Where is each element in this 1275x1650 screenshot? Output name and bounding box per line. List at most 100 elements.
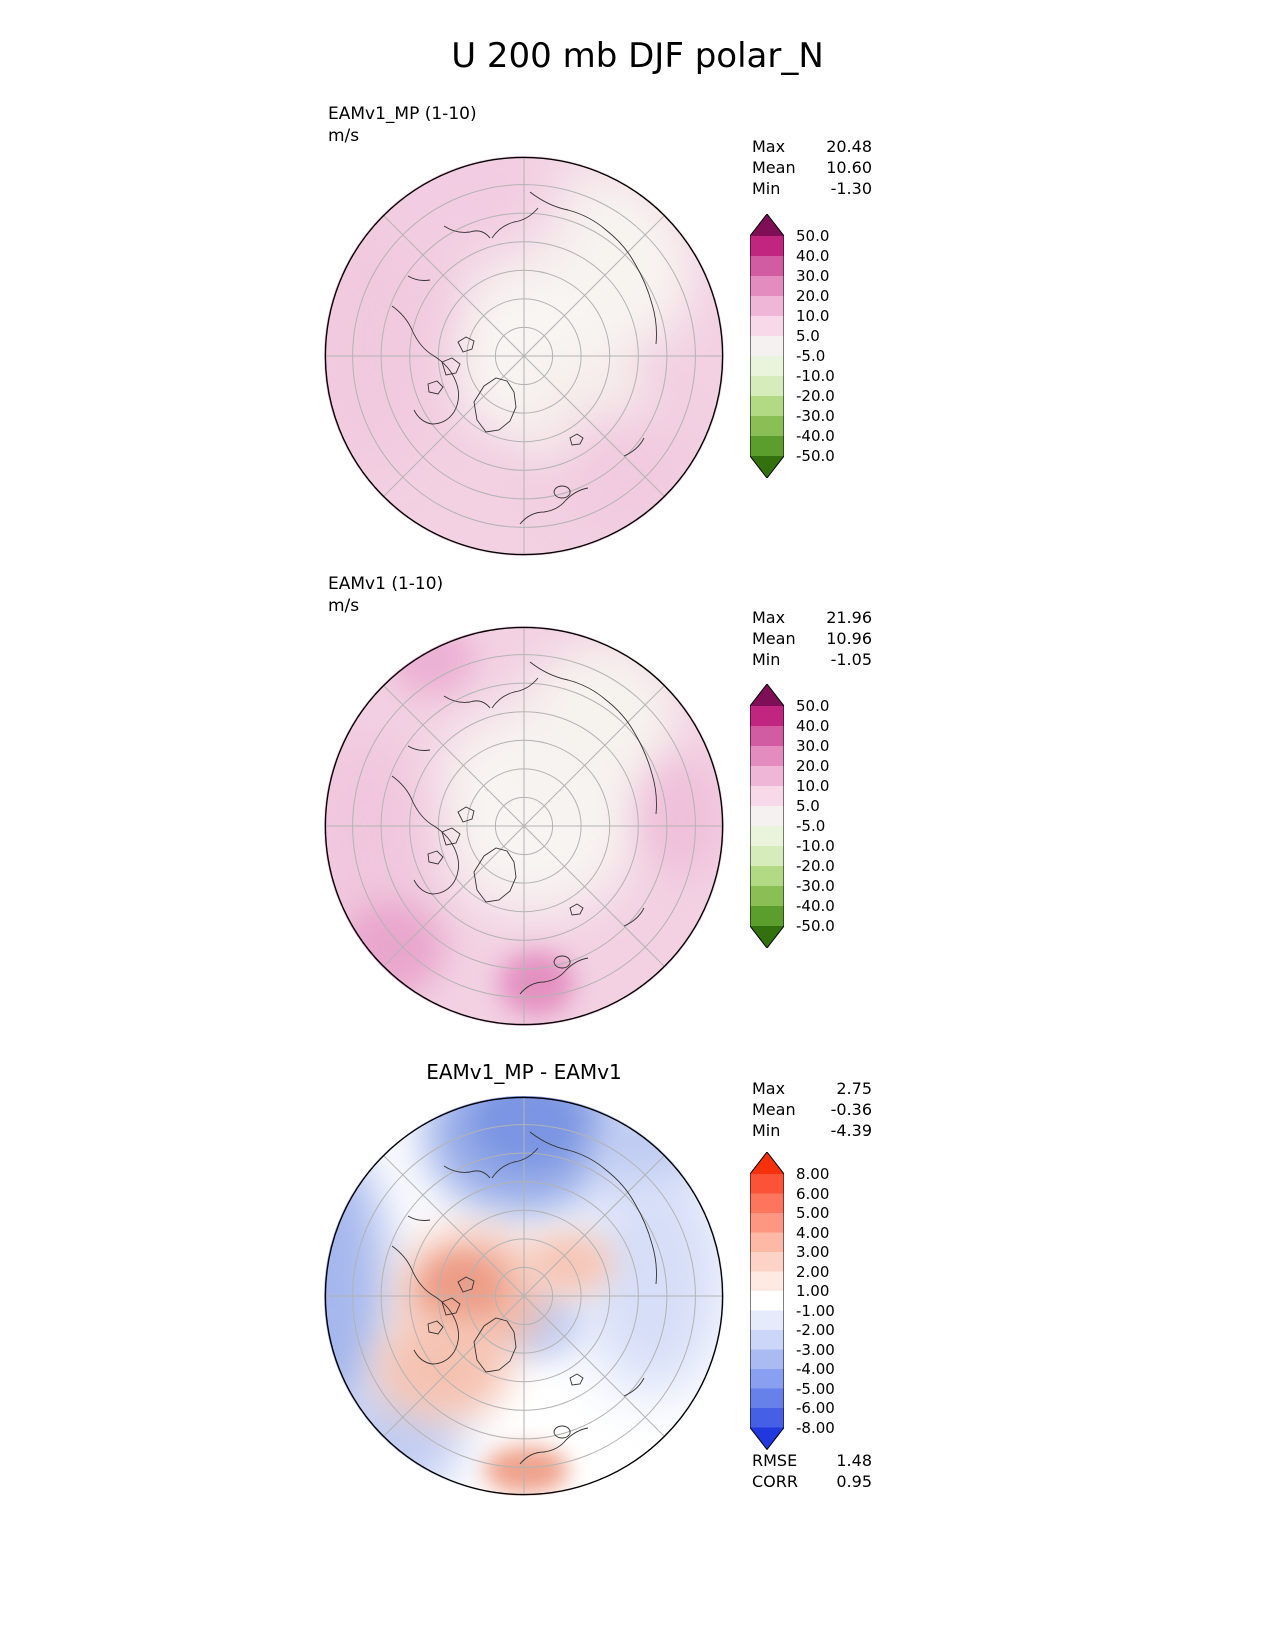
panel1-label: EAMv1_MP (1-10) bbox=[328, 104, 477, 124]
colorbar-tick-label: -1.00 bbox=[796, 1301, 835, 1320]
stat-label: Min bbox=[752, 650, 781, 669]
contour-blob bbox=[499, 951, 574, 1016]
stat-value: 20.48 bbox=[826, 137, 872, 156]
contour-blob bbox=[484, 1446, 569, 1494]
colorbar-tick-label: -50.0 bbox=[796, 917, 835, 935]
colorbar-tick-label: 5.0 bbox=[796, 797, 820, 815]
colorbar-tick-label: -5.00 bbox=[796, 1379, 835, 1398]
colorbar-tick-label: 50.0 bbox=[796, 227, 830, 245]
figure-title: U 200 mb DJF polar_N bbox=[451, 36, 824, 76]
colorbar-tick-label: 40.0 bbox=[796, 247, 830, 265]
colorbar-tick-label: -20.0 bbox=[796, 387, 835, 405]
stat-row: Mean 10.96 bbox=[752, 628, 872, 649]
contour-blob bbox=[524, 1231, 614, 1296]
stat-value: 1.48 bbox=[836, 1451, 872, 1470]
stat-value: -1.05 bbox=[830, 650, 872, 669]
panel1-units: m/s bbox=[328, 126, 360, 146]
colorbar-tick-label: -8.00 bbox=[796, 1418, 835, 1437]
stat-row: Max 21.96 bbox=[752, 607, 872, 628]
contour-blob bbox=[424, 1256, 499, 1321]
colorbar-tick-label: -6.00 bbox=[796, 1399, 835, 1417]
stat-row: Min -1.30 bbox=[752, 178, 872, 199]
stat-value: -4.39 bbox=[830, 1121, 872, 1140]
colorbar-tick-label: 5.0 bbox=[796, 327, 820, 345]
panel2-label: EAMv1 (1-10) bbox=[328, 574, 444, 594]
colorbar-bar bbox=[749, 683, 785, 949]
colorbar-tick-label: 10.0 bbox=[796, 307, 830, 325]
colorbar-tick-label: 30.0 bbox=[796, 267, 830, 285]
stat-value: 0.95 bbox=[836, 1472, 872, 1491]
panel3-skill-stats: RMSE 1.48 CORR 0.95 bbox=[752, 1450, 872, 1492]
colorbar-tick-label: -30.0 bbox=[796, 877, 835, 895]
panel3-polar-map bbox=[324, 1096, 724, 1496]
panel2-polar-map bbox=[324, 626, 724, 1026]
stat-row: CORR 0.95 bbox=[752, 1471, 872, 1492]
colorbar-tick-label: 20.0 bbox=[796, 757, 830, 775]
stat-label: Max bbox=[752, 608, 786, 627]
stat-row: Min -4.39 bbox=[752, 1120, 872, 1141]
contour-blob bbox=[639, 761, 724, 876]
contour-blob bbox=[339, 901, 444, 996]
contour-blob bbox=[374, 1316, 509, 1421]
stat-value: 10.96 bbox=[826, 629, 872, 648]
contour-blob bbox=[529, 641, 679, 786]
stat-row: Max 20.48 bbox=[752, 136, 872, 157]
colorbar-tick-label: 6.00 bbox=[796, 1184, 830, 1203]
panel1-colorbar: 50.0 40.0 30.0 20.0 10.0 5.0 -5.0 -10.0 -20.0 -30… bbox=[749, 213, 910, 484]
stat-label: Min bbox=[752, 1121, 781, 1140]
colorbar-tick-label: -40.0 bbox=[796, 897, 835, 915]
colorbar-tick-label: -5.0 bbox=[796, 817, 826, 835]
colorbar-tick-label: 30.0 bbox=[796, 737, 830, 755]
colorbar-tick-label: -20.0 bbox=[796, 857, 835, 875]
panel1-polar-map bbox=[324, 156, 724, 556]
stat-row: Min -1.05 bbox=[752, 649, 872, 670]
stat-label: Mean bbox=[752, 158, 796, 177]
map-fill bbox=[324, 156, 724, 556]
stat-row: Max 2.75 bbox=[752, 1078, 872, 1099]
stat-value: 10.60 bbox=[826, 158, 872, 177]
stat-label: Max bbox=[752, 1079, 786, 1098]
map-fill bbox=[324, 1096, 724, 1496]
stat-value: -0.36 bbox=[830, 1100, 872, 1119]
colorbar-tick-label: 40.0 bbox=[796, 717, 830, 735]
contour-blob bbox=[389, 626, 474, 696]
stat-label: Max bbox=[752, 137, 786, 156]
colorbar-tick-label: -4.00 bbox=[796, 1360, 835, 1378]
panel3-title: EAMv1_MP - EAMv1 bbox=[426, 1060, 622, 1084]
colorbar-bar bbox=[749, 213, 785, 479]
colorbar-tick-label: 3.00 bbox=[796, 1243, 830, 1261]
colorbar-tick-label: 20.0 bbox=[796, 287, 830, 305]
colorbar-tick-label: 8.00 bbox=[796, 1165, 830, 1183]
panel1-stats: Max 20.48 Mean 10.60 Min -1.30 bbox=[752, 136, 872, 199]
contour-blob bbox=[554, 411, 704, 536]
colorbar-tick-label: -30.0 bbox=[796, 407, 835, 425]
panel3-colorbar: 8.00 6.00 5.00 4.00 3.00 2.00 1.00 -1.00 -2.00 -3… bbox=[749, 1151, 910, 1462]
stat-label: CORR bbox=[752, 1472, 798, 1491]
stat-label: Mean bbox=[752, 629, 796, 648]
colorbar-tick-label: -3.00 bbox=[796, 1340, 835, 1359]
panel2-colorbar: 50.0 40.0 30.0 20.0 10.0 5.0 -5.0 -10.0 -20.0 -30… bbox=[749, 683, 910, 954]
stat-row: Mean -0.36 bbox=[752, 1099, 872, 1120]
colorbar-tick-label: -40.0 bbox=[796, 427, 835, 445]
colorbar-tick-label: 4.00 bbox=[796, 1223, 830, 1242]
colorbar-tick-label: -50.0 bbox=[796, 447, 835, 465]
colorbar-tick-label: 5.00 bbox=[796, 1204, 830, 1222]
stat-label: Min bbox=[752, 179, 781, 198]
colorbar-tick-label: 50.0 bbox=[796, 697, 830, 715]
colorbar-tick-label: 2.00 bbox=[796, 1262, 830, 1281]
map-fill bbox=[324, 626, 724, 1026]
colorbar-tick-label: -2.00 bbox=[796, 1321, 835, 1339]
panel2-stats: Max 21.96 Mean 10.96 Min -1.05 bbox=[752, 607, 872, 670]
colorbar-tick-label: -10.0 bbox=[796, 837, 835, 855]
colorbar-tick-label: 1.00 bbox=[796, 1282, 830, 1300]
stat-row: RMSE 1.48 bbox=[752, 1450, 872, 1471]
stat-label: Mean bbox=[752, 1100, 796, 1119]
panel3-stats: Max 2.75 Mean -0.36 Min -4.39 bbox=[752, 1078, 872, 1141]
stat-row: Mean 10.60 bbox=[752, 157, 872, 178]
stat-value: 21.96 bbox=[826, 608, 872, 627]
colorbar-tick-label: -10.0 bbox=[796, 367, 835, 385]
stat-value: 2.75 bbox=[836, 1079, 872, 1098]
panel2-units: m/s bbox=[328, 596, 360, 616]
colorbar-bar bbox=[749, 1151, 785, 1451]
